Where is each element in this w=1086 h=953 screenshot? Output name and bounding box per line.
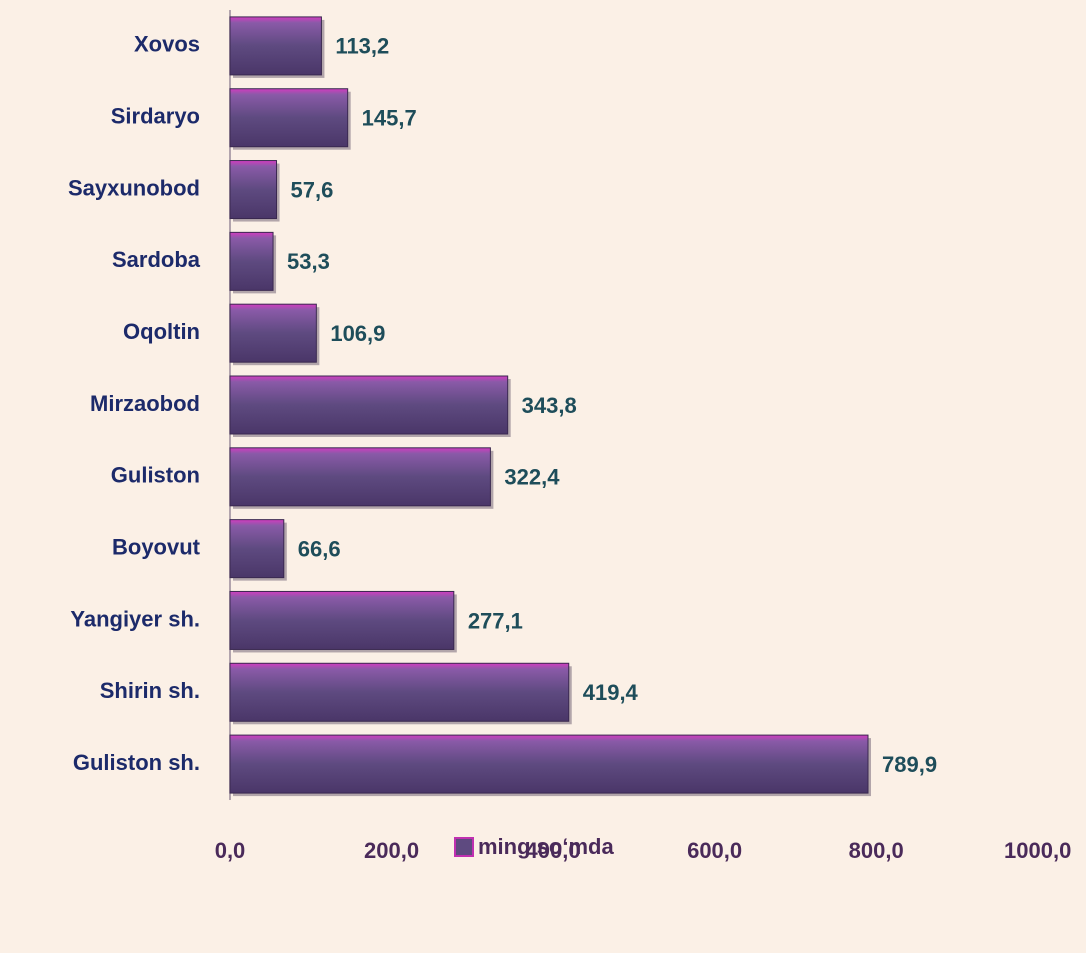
value-label: 419,4 xyxy=(583,680,639,705)
bar xyxy=(229,519,285,579)
bar xyxy=(229,447,491,507)
category-label: Boyovut xyxy=(112,534,201,559)
bar xyxy=(229,160,278,220)
category-label: Sirdaryo xyxy=(111,104,200,129)
bar xyxy=(229,590,455,650)
bar xyxy=(229,16,322,76)
category-label: Yangiyer sh. xyxy=(70,606,200,631)
category-label: Oqoltin xyxy=(123,319,200,344)
value-label: 106,9 xyxy=(330,321,385,346)
bar xyxy=(229,662,570,722)
legend-marker xyxy=(454,837,474,857)
category-label: Guliston sh. xyxy=(73,750,200,775)
x-tick-label: 1000,0 xyxy=(1004,838,1071,863)
x-tick-label: 400,0 xyxy=(526,838,581,863)
value-label: 113,2 xyxy=(335,34,389,59)
legend-label: ming so‘mda xyxy=(478,834,614,859)
value-label: 53,3 xyxy=(287,249,330,274)
category-label: Shirin sh. xyxy=(100,678,200,703)
x-tick-label: 200,0 xyxy=(364,838,419,863)
value-label: 57,6 xyxy=(291,177,334,202)
category-label: Guliston xyxy=(111,463,200,488)
x-tick-label: 0,0 xyxy=(215,838,246,863)
value-label: 343,8 xyxy=(522,393,577,418)
bar xyxy=(229,734,869,794)
value-label: 322,4 xyxy=(504,465,560,490)
x-tick-label: 800,0 xyxy=(849,838,904,863)
x-tick-label: 600,0 xyxy=(687,838,742,863)
category-label: Sayxunobod xyxy=(68,175,200,200)
category-label: Sardoba xyxy=(112,247,201,272)
bar xyxy=(229,231,274,291)
value-label: 145,7 xyxy=(362,106,417,131)
bar xyxy=(229,303,317,363)
value-label: 277,1 xyxy=(468,608,523,633)
value-label: 789,9 xyxy=(882,752,937,777)
bar xyxy=(229,88,349,148)
bar xyxy=(229,375,509,435)
category-label: Xovos xyxy=(134,32,200,57)
category-label: Mirzaobod xyxy=(90,391,200,416)
value-label: 66,6 xyxy=(298,536,341,561)
